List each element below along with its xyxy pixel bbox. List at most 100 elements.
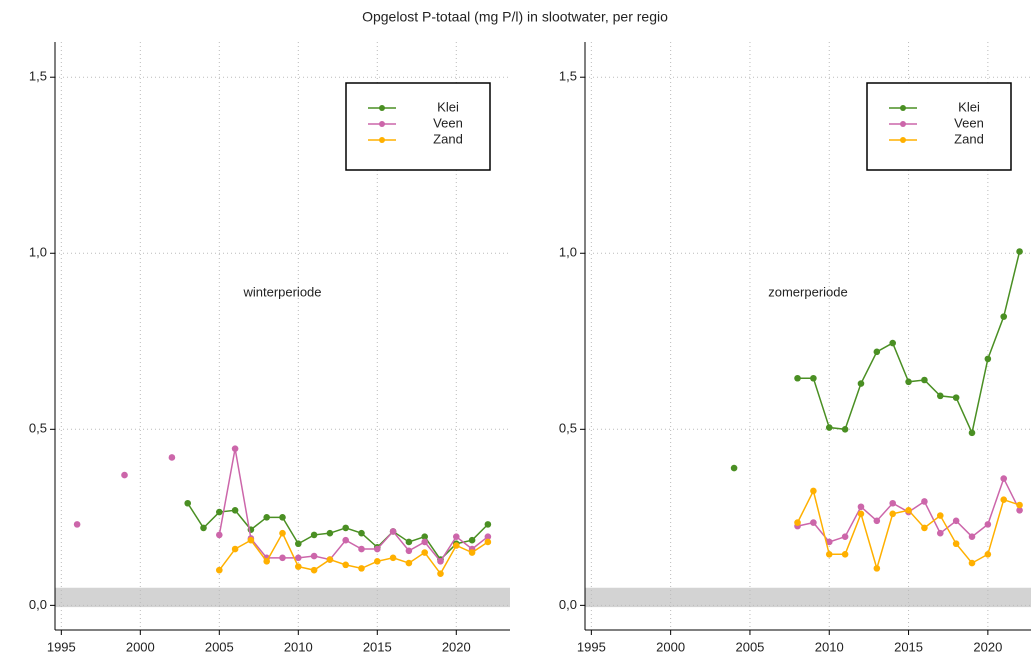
x-tick-label: 2020 bbox=[973, 639, 1002, 654]
y-tick-label: 0,0 bbox=[29, 597, 47, 612]
y-tick-label: 0,5 bbox=[559, 421, 577, 436]
data-point bbox=[421, 533, 428, 540]
data-point bbox=[342, 536, 349, 544]
data-point bbox=[873, 565, 881, 572]
data-point bbox=[216, 531, 223, 539]
data-point bbox=[841, 550, 849, 558]
data-point bbox=[279, 529, 286, 537]
legend-box bbox=[866, 82, 1012, 171]
data-point bbox=[889, 339, 896, 347]
data-point bbox=[857, 510, 865, 518]
data-point bbox=[310, 552, 318, 560]
data-point bbox=[936, 529, 944, 537]
x-tick-label: 1995 bbox=[577, 639, 606, 654]
series-line bbox=[218, 531, 489, 576]
data-point bbox=[373, 545, 381, 553]
data-point bbox=[936, 512, 944, 519]
data-point bbox=[921, 524, 928, 532]
data-point bbox=[231, 445, 239, 452]
data-point bbox=[421, 538, 428, 546]
data-point bbox=[342, 524, 349, 532]
y-tick-label: 1,5 bbox=[29, 69, 47, 84]
x-tick-label: 2005 bbox=[735, 639, 764, 654]
legend-dot bbox=[900, 137, 906, 143]
data-point bbox=[889, 499, 896, 507]
data-point bbox=[389, 554, 397, 562]
y-tick-label: 1,5 bbox=[559, 69, 577, 84]
data-point bbox=[825, 424, 833, 431]
data-point bbox=[968, 559, 976, 567]
data-point bbox=[952, 394, 960, 401]
data-point bbox=[216, 566, 223, 574]
data-point bbox=[825, 550, 833, 558]
shaded-band bbox=[585, 587, 1031, 608]
x-tick-label: 1995 bbox=[47, 639, 76, 654]
data-point bbox=[216, 508, 223, 516]
legend-dot bbox=[900, 105, 906, 111]
chart-title: Opgelost P-totaal (mg P/l) in slootwater… bbox=[362, 9, 668, 25]
data-point bbox=[358, 529, 365, 537]
y-tick-label: 1,0 bbox=[29, 245, 47, 260]
data-point bbox=[857, 503, 865, 511]
data-point bbox=[279, 514, 286, 521]
legend-label: Veen bbox=[433, 115, 463, 130]
data-point bbox=[1016, 506, 1023, 514]
data-point bbox=[121, 471, 128, 479]
data-point bbox=[952, 517, 960, 525]
y-tick-label: 0,0 bbox=[559, 597, 577, 612]
data-point bbox=[984, 355, 992, 363]
data-point bbox=[794, 519, 801, 526]
series-line bbox=[187, 502, 489, 561]
legend-label: Zand bbox=[433, 131, 463, 146]
data-point bbox=[294, 554, 302, 562]
data-point bbox=[1000, 496, 1008, 504]
data-point bbox=[857, 380, 865, 387]
data-point bbox=[968, 533, 976, 540]
shaded-band bbox=[55, 587, 510, 608]
data-point bbox=[873, 517, 881, 525]
data-point bbox=[921, 498, 928, 505]
y-tick-label: 0,5 bbox=[29, 421, 47, 436]
data-point bbox=[810, 519, 817, 526]
panel: 0,0 0,5 1,0 1,5 1995 2000 2005 2010 2015 2020 zome… bbox=[559, 42, 1031, 654]
data-point bbox=[952, 540, 960, 548]
data-point bbox=[326, 556, 334, 563]
data-point bbox=[905, 506, 912, 514]
data-point bbox=[1016, 248, 1023, 255]
data-point bbox=[310, 566, 318, 574]
data-point bbox=[310, 531, 318, 539]
data-point bbox=[294, 540, 302, 548]
data-point bbox=[841, 533, 849, 540]
data-point bbox=[168, 454, 176, 461]
data-point bbox=[1000, 475, 1008, 482]
data-point bbox=[984, 550, 992, 558]
data-point bbox=[730, 464, 738, 472]
data-point bbox=[1016, 501, 1023, 509]
x-tick-label: 2020 bbox=[442, 639, 471, 654]
data-point bbox=[921, 376, 928, 384]
legend-dot bbox=[379, 137, 385, 143]
data-point bbox=[247, 536, 255, 544]
x-tick-label: 2005 bbox=[205, 639, 234, 654]
legend-label: Klei bbox=[437, 99, 459, 114]
series-line bbox=[218, 448, 489, 563]
data-point bbox=[263, 558, 271, 565]
x-tick-label: 2015 bbox=[894, 639, 923, 654]
data-point bbox=[437, 570, 444, 577]
data-point bbox=[231, 545, 239, 553]
data-point bbox=[1000, 313, 1008, 320]
legend-label: Zand bbox=[954, 131, 984, 146]
data-point bbox=[184, 499, 192, 507]
data-point bbox=[984, 521, 992, 528]
data-point bbox=[358, 565, 365, 572]
legend-label: Veen bbox=[954, 115, 984, 130]
legend-dot bbox=[900, 121, 906, 127]
x-tick-label: 2010 bbox=[284, 639, 313, 654]
legend-dot bbox=[379, 105, 385, 111]
annotation: zomerperiode bbox=[768, 284, 848, 299]
legend-box bbox=[345, 82, 491, 171]
x-tick-label: 2010 bbox=[815, 639, 844, 654]
panel: 0,0 0,5 1,0 1,5 1995 2000 2005 2010 2015 2020 wint… bbox=[29, 42, 510, 654]
data-point bbox=[326, 529, 334, 537]
